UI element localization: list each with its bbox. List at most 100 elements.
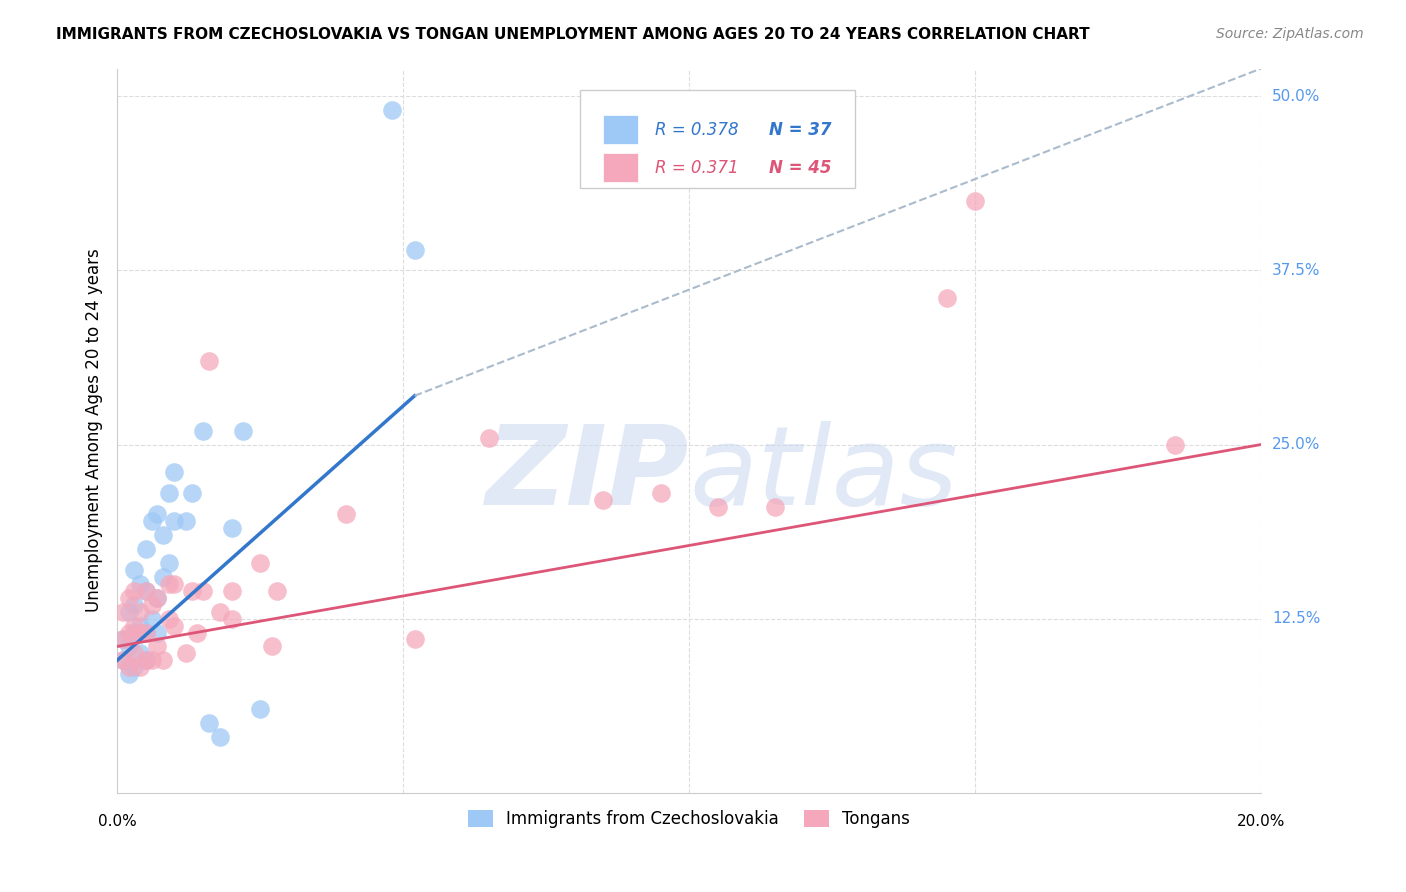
Point bbox=[111, 632, 134, 647]
Point bbox=[146, 591, 169, 605]
Point bbox=[135, 583, 157, 598]
Point bbox=[249, 556, 271, 570]
Point bbox=[129, 576, 152, 591]
Point bbox=[129, 605, 152, 619]
FancyBboxPatch shape bbox=[581, 90, 855, 188]
Point bbox=[146, 625, 169, 640]
Point bbox=[146, 591, 169, 605]
Point bbox=[763, 500, 786, 515]
Point bbox=[163, 618, 186, 632]
Text: N = 45: N = 45 bbox=[769, 159, 832, 177]
Text: N = 37: N = 37 bbox=[769, 120, 832, 138]
Text: 37.5%: 37.5% bbox=[1272, 263, 1320, 278]
FancyBboxPatch shape bbox=[603, 115, 638, 144]
Point bbox=[124, 598, 146, 612]
Text: 0.0%: 0.0% bbox=[98, 814, 136, 830]
Point bbox=[135, 541, 157, 556]
Point bbox=[141, 514, 163, 528]
Text: atlas: atlas bbox=[689, 420, 957, 527]
Point bbox=[135, 653, 157, 667]
Point bbox=[117, 667, 139, 681]
Point bbox=[124, 583, 146, 598]
Point bbox=[135, 583, 157, 598]
Point bbox=[117, 660, 139, 674]
Point bbox=[129, 660, 152, 674]
Point bbox=[124, 618, 146, 632]
Text: 20.0%: 20.0% bbox=[1237, 814, 1285, 830]
Point bbox=[157, 576, 180, 591]
Point bbox=[260, 640, 283, 654]
Point bbox=[124, 625, 146, 640]
Point bbox=[381, 103, 404, 118]
Point bbox=[141, 598, 163, 612]
Point bbox=[592, 493, 614, 508]
Point bbox=[152, 653, 174, 667]
Point bbox=[404, 243, 426, 257]
Point bbox=[221, 611, 243, 625]
Point bbox=[174, 514, 197, 528]
Point bbox=[117, 625, 139, 640]
Point bbox=[935, 291, 957, 305]
Text: R = 0.371: R = 0.371 bbox=[655, 159, 738, 177]
Point bbox=[117, 640, 139, 654]
Point bbox=[209, 730, 232, 744]
Point bbox=[180, 583, 202, 598]
Text: 12.5%: 12.5% bbox=[1272, 611, 1320, 626]
Point bbox=[221, 583, 243, 598]
Point bbox=[180, 486, 202, 500]
Point bbox=[404, 632, 426, 647]
Point bbox=[478, 431, 501, 445]
Legend: Immigrants from Czechoslovakia, Tongans: Immigrants from Czechoslovakia, Tongans bbox=[461, 804, 917, 835]
Point bbox=[186, 625, 208, 640]
Point bbox=[111, 632, 134, 647]
Point bbox=[650, 486, 672, 500]
Point bbox=[129, 647, 152, 661]
FancyBboxPatch shape bbox=[603, 153, 638, 182]
Point bbox=[111, 653, 134, 667]
Point bbox=[706, 500, 728, 515]
Point bbox=[157, 486, 180, 500]
Text: R = 0.378: R = 0.378 bbox=[655, 120, 738, 138]
Y-axis label: Unemployment Among Ages 20 to 24 years: Unemployment Among Ages 20 to 24 years bbox=[86, 249, 103, 613]
Point bbox=[1164, 437, 1187, 451]
Point bbox=[174, 647, 197, 661]
Point bbox=[266, 583, 288, 598]
Text: 25.0%: 25.0% bbox=[1272, 437, 1320, 452]
Point bbox=[209, 605, 232, 619]
Point bbox=[335, 507, 357, 521]
Point bbox=[191, 583, 214, 598]
Point bbox=[129, 618, 152, 632]
Point bbox=[141, 653, 163, 667]
Point bbox=[146, 640, 169, 654]
Text: Source: ZipAtlas.com: Source: ZipAtlas.com bbox=[1216, 27, 1364, 41]
Text: 50.0%: 50.0% bbox=[1272, 89, 1320, 103]
Point bbox=[249, 702, 271, 716]
Point bbox=[124, 563, 146, 577]
Point bbox=[124, 647, 146, 661]
Point bbox=[232, 424, 254, 438]
Point bbox=[197, 354, 219, 368]
Point bbox=[124, 660, 146, 674]
Point bbox=[117, 591, 139, 605]
Point bbox=[197, 716, 219, 731]
Point bbox=[965, 194, 987, 208]
Text: ZIP: ZIP bbox=[485, 420, 689, 527]
Point bbox=[152, 570, 174, 584]
Point bbox=[129, 625, 152, 640]
Point bbox=[221, 521, 243, 535]
Point bbox=[135, 625, 157, 640]
Point bbox=[111, 653, 134, 667]
Point bbox=[141, 611, 163, 625]
Point bbox=[191, 424, 214, 438]
Point bbox=[163, 466, 186, 480]
Point bbox=[152, 528, 174, 542]
Point bbox=[117, 605, 139, 619]
Point bbox=[135, 653, 157, 667]
Point bbox=[111, 605, 134, 619]
Point bbox=[135, 625, 157, 640]
Point bbox=[146, 507, 169, 521]
Point bbox=[163, 576, 186, 591]
Text: IMMIGRANTS FROM CZECHOSLOVAKIA VS TONGAN UNEMPLOYMENT AMONG AGES 20 TO 24 YEARS : IMMIGRANTS FROM CZECHOSLOVAKIA VS TONGAN… bbox=[56, 27, 1090, 42]
Point bbox=[163, 514, 186, 528]
Point bbox=[157, 611, 180, 625]
